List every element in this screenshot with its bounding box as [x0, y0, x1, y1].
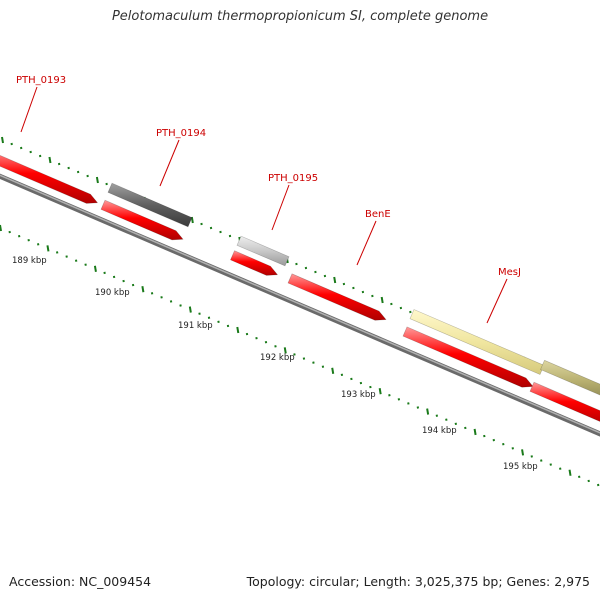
- outer-major-tick: [48, 156, 52, 164]
- gene-label: PTH_0194: [156, 128, 206, 139]
- backbone-layer: [0, 173, 600, 437]
- inner-major-tick: [46, 245, 50, 252]
- gene-pth0194-feature[interactable]: [107, 182, 193, 228]
- inner-tick-track: [0, 224, 600, 487]
- gene-label-leader: [20, 86, 38, 133]
- axis-tick-label: 194 kbp: [422, 426, 457, 436]
- gene-label: BenE: [365, 209, 391, 220]
- gene-unlabeled-feature[interactable]: [540, 359, 600, 401]
- outer-major-tick: [190, 216, 194, 224]
- inner-major-tick: [331, 367, 335, 374]
- inner-major-tick: [141, 286, 145, 293]
- axis-tick-label: 195 kbp: [503, 462, 538, 472]
- outer-major-tick: [333, 276, 337, 284]
- gene-label: PTH_0193: [16, 75, 66, 86]
- inner-major-tick: [568, 469, 572, 476]
- axis-tick-label: 193 kbp: [341, 390, 376, 400]
- inner-major-tick: [426, 408, 430, 415]
- gene-label: MesJ: [498, 267, 521, 278]
- inner-major-tick: [473, 428, 477, 436]
- axis-tick-label: 189 kbp: [12, 256, 47, 266]
- gene-label-layer: PTH_0193 PTH_0194 PTH_0195 BenE MesJ: [16, 75, 521, 324]
- inner-major-tick: [521, 449, 525, 456]
- map-title: Pelotomaculum thermopropionicum SI, comp…: [111, 9, 489, 24]
- gene-label-leader: [271, 184, 290, 231]
- inner-major-tick: [0, 224, 2, 232]
- feature-layer: [0, 149, 600, 426]
- axis-tick-label: 190 kbp: [95, 288, 130, 298]
- outer-major-tick: [380, 296, 384, 304]
- gene-mesj-strand-feature[interactable]: [402, 326, 534, 388]
- axis-tick-label: 192 kbp: [260, 353, 295, 363]
- backbone-highlight: [0, 174, 600, 434]
- inner-major-tick: [93, 265, 97, 272]
- inner-major-tick: [188, 306, 192, 313]
- axis-tick-label: 191 kbp: [178, 321, 213, 331]
- gene-label-leader: [356, 220, 377, 266]
- accession-text: Accession: NC_009454: [9, 574, 152, 589]
- backbone-line: [0, 173, 600, 437]
- gene-label-leader: [486, 278, 508, 324]
- gene-label: PTH_0195: [268, 173, 318, 184]
- gene-pth0194-strand-feature[interactable]: [100, 199, 184, 241]
- tick-label-layer: 189 kbp 190 kbp 191 kbp 192 kbp 193 kbp 194 k…: [12, 256, 538, 472]
- inner-major-tick: [236, 326, 240, 334]
- gene-pth0195-feature[interactable]: [236, 235, 290, 267]
- gene-pth0193-feature[interactable]: [0, 149, 99, 204]
- gene-unlabeled-strand-feature[interactable]: [529, 381, 600, 426]
- gene-mesj-feature[interactable]: [409, 309, 545, 375]
- gene-bene-feature[interactable]: [287, 273, 387, 321]
- genome-stats-text: Topology: circular; Length: 3,025,375 bp…: [246, 574, 590, 589]
- outer-major-tick: [1, 136, 4, 144]
- gene-pth0195-strand-feature[interactable]: [230, 250, 279, 276]
- gene-label-leader: [159, 139, 180, 187]
- inner-major-tick: [378, 388, 382, 395]
- outer-major-tick: [95, 176, 99, 184]
- inner-major-tick: [283, 347, 287, 354]
